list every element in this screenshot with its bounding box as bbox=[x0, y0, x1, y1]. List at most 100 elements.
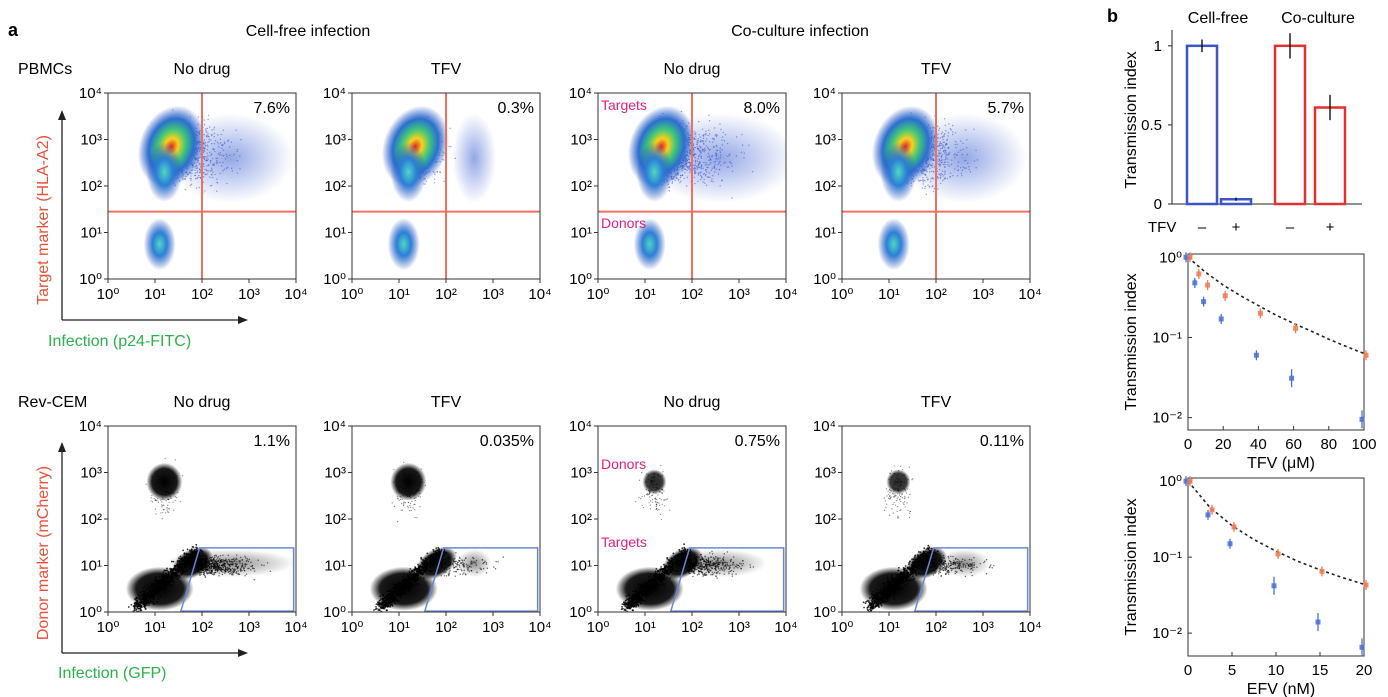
event-dot bbox=[937, 152, 940, 155]
event-dot bbox=[940, 155, 943, 157]
event-dot bbox=[214, 150, 216, 153]
coculture-header: Co-culture infection bbox=[731, 23, 869, 40]
event-dot bbox=[938, 127, 941, 130]
event-dot bbox=[693, 151, 695, 153]
event-dot bbox=[714, 134, 717, 136]
event-dot bbox=[693, 176, 695, 178]
event-dot bbox=[709, 163, 711, 165]
event-dot bbox=[689, 165, 691, 167]
event-dot bbox=[203, 157, 206, 160]
event-dot bbox=[197, 562, 200, 564]
event-dot bbox=[235, 564, 237, 567]
event-dot bbox=[714, 164, 716, 166]
event-dot bbox=[702, 167, 704, 170]
event-dot bbox=[206, 572, 208, 574]
event-dot bbox=[219, 161, 221, 164]
event-dot bbox=[706, 166, 708, 168]
event-dot bbox=[164, 485, 166, 488]
event-dot bbox=[940, 144, 942, 147]
event-dot bbox=[198, 186, 200, 189]
event-dot bbox=[957, 151, 959, 153]
event-dot bbox=[245, 557, 247, 559]
event-dot bbox=[168, 511, 170, 513]
event-dot bbox=[211, 573, 214, 575]
event-dot bbox=[222, 170, 224, 172]
event-dot bbox=[228, 569, 230, 571]
event-dot bbox=[723, 162, 725, 164]
event-dot bbox=[694, 168, 697, 170]
event-dot bbox=[709, 156, 711, 159]
event-dot bbox=[155, 490, 158, 493]
event-dot bbox=[223, 561, 225, 564]
x-tick-label: 10⁴ bbox=[284, 286, 307, 303]
event-dot bbox=[681, 174, 684, 176]
event-dot bbox=[203, 119, 205, 121]
event-dot bbox=[217, 556, 220, 558]
y-tick-label: 10³ bbox=[80, 132, 102, 149]
event-dot bbox=[203, 562, 206, 564]
event-dot bbox=[227, 566, 229, 568]
event-dot bbox=[236, 568, 238, 570]
event-dot bbox=[216, 560, 218, 563]
event-dot bbox=[713, 127, 716, 129]
event-dot bbox=[156, 500, 158, 502]
event-dot bbox=[687, 168, 690, 170]
event-dot bbox=[209, 572, 212, 574]
x-tick-label: 10³ bbox=[728, 286, 750, 303]
event-dot bbox=[962, 142, 964, 145]
infected-haze bbox=[165, 549, 296, 578]
event-dot bbox=[952, 131, 954, 133]
y-tick-label: 10² bbox=[814, 178, 836, 195]
event-dot bbox=[204, 168, 206, 171]
gate-percentage: 8.0% bbox=[744, 100, 780, 117]
event-dot bbox=[961, 175, 963, 177]
event-dot bbox=[241, 562, 244, 564]
event-dot bbox=[955, 154, 958, 157]
event-dot bbox=[151, 475, 153, 478]
y-tick-label: 10² bbox=[80, 178, 102, 195]
event-dot bbox=[240, 570, 242, 573]
event-dot bbox=[939, 153, 941, 155]
event-dot bbox=[443, 180, 445, 183]
event-dot bbox=[704, 149, 706, 151]
event-dot bbox=[194, 178, 197, 180]
event-dot bbox=[239, 562, 241, 565]
x-tick-label: 10¹ bbox=[634, 286, 656, 303]
event-dot bbox=[701, 150, 703, 152]
event-dot bbox=[208, 140, 211, 142]
event-dot bbox=[927, 184, 929, 186]
event-dot bbox=[217, 566, 219, 568]
event-dot bbox=[942, 180, 944, 182]
event-dot bbox=[699, 178, 702, 181]
event-dot bbox=[701, 149, 704, 151]
event-dot bbox=[154, 484, 157, 486]
event-dot bbox=[198, 554, 200, 556]
event-dot bbox=[207, 560, 209, 563]
event-dot bbox=[209, 162, 212, 164]
event-dot bbox=[706, 176, 709, 178]
event-dot bbox=[212, 562, 214, 564]
event-dot bbox=[225, 560, 227, 562]
event-dot bbox=[694, 156, 696, 159]
event-dot bbox=[947, 161, 949, 163]
event-dot bbox=[234, 565, 237, 568]
event-dot bbox=[203, 165, 205, 167]
event-dot bbox=[247, 567, 249, 570]
event-dot bbox=[209, 170, 211, 172]
event-dot bbox=[233, 560, 235, 563]
event-dot bbox=[678, 178, 680, 181]
event-dot bbox=[683, 177, 685, 180]
event-dot bbox=[199, 171, 202, 173]
event-dot bbox=[219, 569, 221, 571]
event-dot bbox=[214, 571, 217, 574]
event-dot bbox=[203, 569, 205, 571]
event-dot bbox=[156, 483, 158, 486]
event-dot bbox=[245, 560, 248, 562]
event-dot bbox=[179, 500, 181, 503]
event-dot bbox=[939, 148, 942, 150]
event-dot bbox=[922, 181, 924, 183]
event-dot bbox=[220, 559, 222, 562]
event-dot bbox=[938, 129, 940, 131]
event-dot bbox=[713, 146, 715, 149]
